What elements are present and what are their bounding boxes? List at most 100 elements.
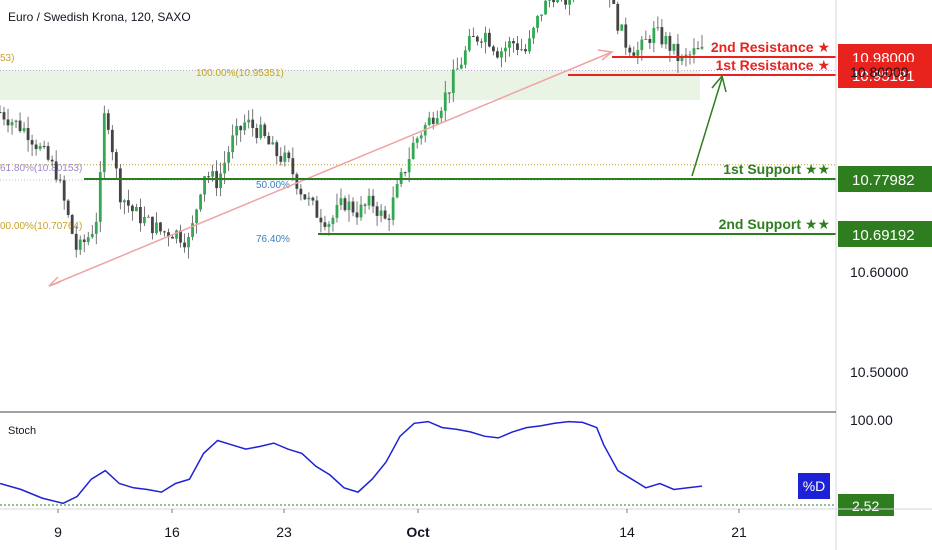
x-tick-label: 23 xyxy=(276,524,292,540)
stoch-legend-label: %D xyxy=(803,478,826,494)
candle-body xyxy=(524,49,527,52)
candle-body xyxy=(139,207,142,224)
candle-body xyxy=(676,43,680,62)
level-price-tag xyxy=(838,166,932,192)
candle-body xyxy=(70,214,74,234)
candle-body xyxy=(0,112,2,113)
candle-body xyxy=(38,146,42,150)
x-tick-label: 9 xyxy=(54,524,62,540)
candle-body xyxy=(419,135,423,139)
candle-body xyxy=(363,204,367,206)
level-price-tag xyxy=(838,62,932,88)
fib-label: 100.00%(10.95351) xyxy=(196,68,284,79)
candle-body xyxy=(343,198,347,211)
candle-body xyxy=(636,50,640,56)
candle-body xyxy=(664,35,668,45)
candle-body xyxy=(383,210,387,219)
stoch-line xyxy=(0,420,703,505)
candle-body xyxy=(110,129,114,153)
candle-body xyxy=(267,135,271,145)
candle-body xyxy=(130,205,134,212)
candle-body xyxy=(219,173,223,189)
candle-body xyxy=(391,197,395,220)
candle-body xyxy=(415,138,419,143)
candle-body xyxy=(2,112,6,120)
candle-body xyxy=(427,117,431,126)
candle-body xyxy=(22,128,26,132)
candle-body xyxy=(102,113,106,173)
candle-body xyxy=(668,35,672,51)
candles-layer xyxy=(0,0,704,259)
candle-body xyxy=(175,230,178,239)
candle-body xyxy=(648,39,652,43)
candle-body xyxy=(251,119,255,129)
indicator-name: Stoch xyxy=(8,425,36,437)
candle-body xyxy=(487,32,491,47)
candle-body xyxy=(471,36,475,38)
candle-body xyxy=(14,120,18,123)
candle-body xyxy=(620,24,624,31)
candle-body xyxy=(612,0,616,4)
candle-body xyxy=(568,0,572,5)
candle-body xyxy=(90,233,94,238)
candle-body xyxy=(467,36,471,51)
candle-body xyxy=(291,158,295,175)
candle-body xyxy=(680,56,684,62)
candle-body xyxy=(54,161,58,180)
candle-body xyxy=(371,195,375,207)
level-price: 10.95181 xyxy=(852,68,915,85)
candle-body xyxy=(46,146,50,160)
candle-body xyxy=(106,113,110,130)
level-name: 1st Support ★★ xyxy=(723,161,830,177)
candle-body xyxy=(500,51,503,58)
candle-body xyxy=(195,209,198,224)
candle-body xyxy=(700,46,704,49)
fib-label: 61.80%(10.80153) xyxy=(0,163,82,174)
candle-body xyxy=(411,142,415,160)
candle-body xyxy=(74,233,78,250)
candle-body xyxy=(359,204,363,218)
fib-label: 00.00%(10.70764) xyxy=(0,221,82,232)
y-tick-label: 10.50000 xyxy=(850,364,909,380)
candle-body xyxy=(18,120,22,132)
x-tick-label: 14 xyxy=(619,524,635,540)
candle-body xyxy=(62,180,66,201)
candle-body xyxy=(375,206,379,216)
candle-body xyxy=(479,41,483,43)
fib-label: 50.00% xyxy=(256,180,290,191)
candle-body xyxy=(520,49,523,51)
candle-body xyxy=(684,54,688,57)
candle-body xyxy=(395,184,399,198)
candle-body xyxy=(147,216,150,218)
candle-body xyxy=(183,242,186,248)
candle-body xyxy=(379,210,383,216)
candle-body xyxy=(660,27,664,45)
candle-body xyxy=(315,200,319,218)
candle-body xyxy=(159,222,162,232)
candle-body xyxy=(295,174,299,189)
candle-body xyxy=(536,15,539,28)
y-tick-label: 10.60000 xyxy=(850,264,909,280)
candle-body xyxy=(143,216,146,224)
candle-body xyxy=(544,0,547,15)
projection-arrow xyxy=(691,77,723,177)
candle-body xyxy=(98,172,102,222)
candle-body xyxy=(616,3,620,31)
candle-body xyxy=(516,43,519,50)
candle-body xyxy=(231,135,235,153)
candle-body xyxy=(311,197,315,201)
candle-body xyxy=(163,231,166,233)
candle-body xyxy=(303,194,307,200)
candle-body xyxy=(656,27,660,29)
candle-body xyxy=(307,197,311,200)
channel-trendline xyxy=(48,51,613,287)
x-tick-label: Oct xyxy=(406,524,430,540)
candle-body xyxy=(279,156,283,162)
fib-label: 53) xyxy=(0,53,14,64)
candle-body xyxy=(126,200,130,206)
candle-body xyxy=(339,198,343,206)
stoch-value: 2.52 xyxy=(852,498,879,514)
